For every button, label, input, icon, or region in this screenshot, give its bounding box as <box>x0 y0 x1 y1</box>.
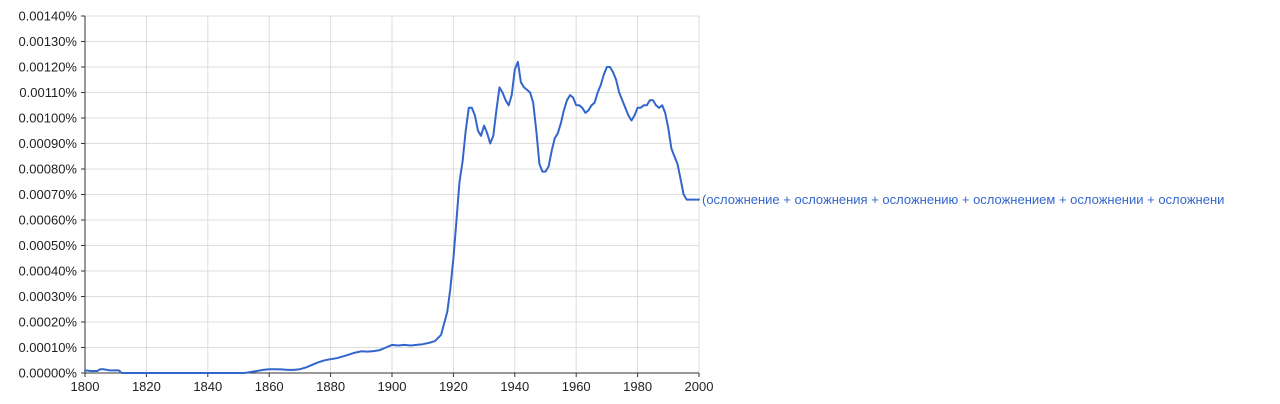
y-tick-label: 0.00040% <box>18 264 77 279</box>
x-tick-label: 2000 <box>685 379 714 394</box>
x-tick-label: 1940 <box>500 379 529 394</box>
y-tick-label: 0.00050% <box>18 238 77 253</box>
x-tick-label: 1980 <box>623 379 652 394</box>
y-tick-label: 0.00000% <box>18 366 77 381</box>
x-tick-label: 1840 <box>193 379 222 394</box>
y-tick-label: 0.00140% <box>18 9 77 24</box>
y-tick-label: 0.00030% <box>18 289 77 304</box>
x-tick-label: 1920 <box>439 379 468 394</box>
x-tick-label: 1960 <box>562 379 591 394</box>
y-tick-label: 0.00130% <box>18 34 77 49</box>
gridlines <box>85 15 700 373</box>
tick-labels: 1800 1820 1840 1860 1880 1900 1920 1940 1960 1980… <box>18 9 713 395</box>
y-tick-label: 0.00080% <box>18 162 77 177</box>
x-tick-label: 1900 <box>378 379 407 394</box>
y-tick-label: 0.00110% <box>19 85 77 100</box>
x-tick-label: 1820 <box>132 379 161 394</box>
y-tick-label: 0.00100% <box>18 111 77 126</box>
y-tick-label: 0.00060% <box>18 213 77 228</box>
y-tick-label: 0.00070% <box>18 187 77 202</box>
y-tick-label: 0.00120% <box>18 60 77 75</box>
series: (осложнение + осложнения + осложнению + … <box>84 60 1224 374</box>
y-tick-label: 0.00020% <box>18 315 77 330</box>
x-tick-label: 1860 <box>255 379 284 394</box>
y-tick-label: 0.00090% <box>18 136 77 151</box>
series-label: (осложнение + осложнения + осложнению + … <box>702 192 1224 207</box>
y-tick-label: 0.00010% <box>18 340 77 355</box>
x-tick-label: 1880 <box>316 379 345 394</box>
x-tick-label: 1800 <box>71 379 100 394</box>
series-line <box>84 60 700 374</box>
